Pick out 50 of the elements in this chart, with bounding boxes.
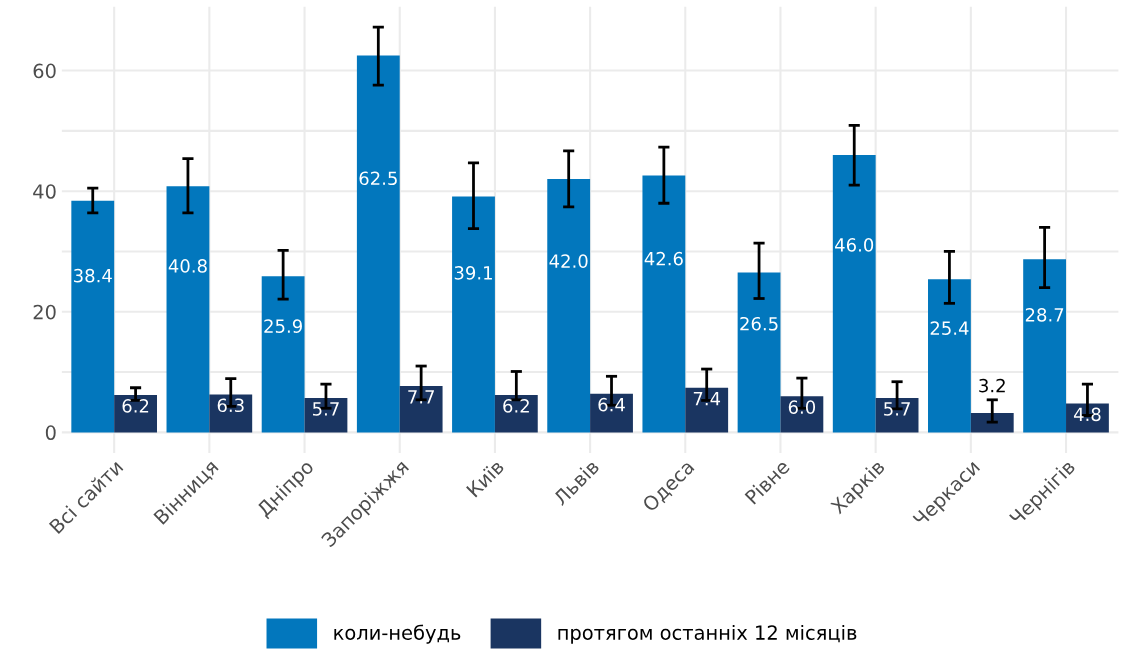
data-label: 6.2: [122, 399, 149, 413]
data-label: 42.6: [644, 251, 683, 266]
bar: [304, 398, 348, 433]
bar: [71, 200, 115, 433]
y-tick-label: 0: [45, 425, 56, 441]
bar: [1023, 259, 1067, 433]
data-label: 7.4: [693, 392, 721, 406]
bar: [928, 279, 971, 433]
data-label: 6.2: [503, 399, 529, 413]
data-label: 25.4: [930, 321, 969, 335]
data-label: 42.0: [549, 254, 588, 268]
data-label: 5.7: [313, 402, 339, 416]
y-tick-label: 20: [33, 304, 56, 320]
bar: [166, 186, 210, 433]
bar: [494, 394, 538, 433]
bar: [737, 272, 781, 433]
data-label: 6.0: [788, 400, 816, 414]
bar: [114, 394, 158, 433]
data-label: 26.5: [740, 316, 778, 331]
data-label: 39.1: [454, 265, 492, 280]
bar: [356, 55, 400, 433]
data-label: 40.8: [168, 259, 207, 273]
data-label: 6.4: [598, 397, 625, 412]
bar: [209, 394, 253, 433]
bar: [261, 276, 305, 433]
data-label: 3.2: [979, 378, 1005, 393]
bar: [1066, 403, 1109, 433]
bar: [399, 385, 443, 433]
bar: [590, 393, 633, 433]
data-label: 28.7: [1025, 308, 1064, 322]
data-label: 46.0: [835, 238, 874, 252]
bar: [452, 196, 495, 433]
bar: [875, 398, 919, 433]
y-tick-label: 40: [33, 184, 56, 199]
data-label: 7.7: [408, 390, 434, 404]
bar: [685, 387, 729, 433]
data-label: 25.9: [264, 319, 302, 333]
bar: [547, 179, 591, 433]
data-label: 6.3: [217, 398, 244, 413]
data-label: 5.7: [884, 402, 910, 416]
bar: [970, 413, 1014, 433]
data-label: 62.5: [359, 171, 397, 186]
bar: [780, 396, 824, 433]
data-label: 4.8: [1073, 407, 1101, 422]
bar: [832, 155, 876, 433]
bar: [642, 175, 686, 433]
y-tick-label: 60: [33, 63, 56, 79]
legend-label: коли-небудь: [334, 624, 461, 644]
data-label: 38.4: [74, 268, 112, 283]
legend-label: протягом останніх 12 місяців: [558, 624, 857, 644]
